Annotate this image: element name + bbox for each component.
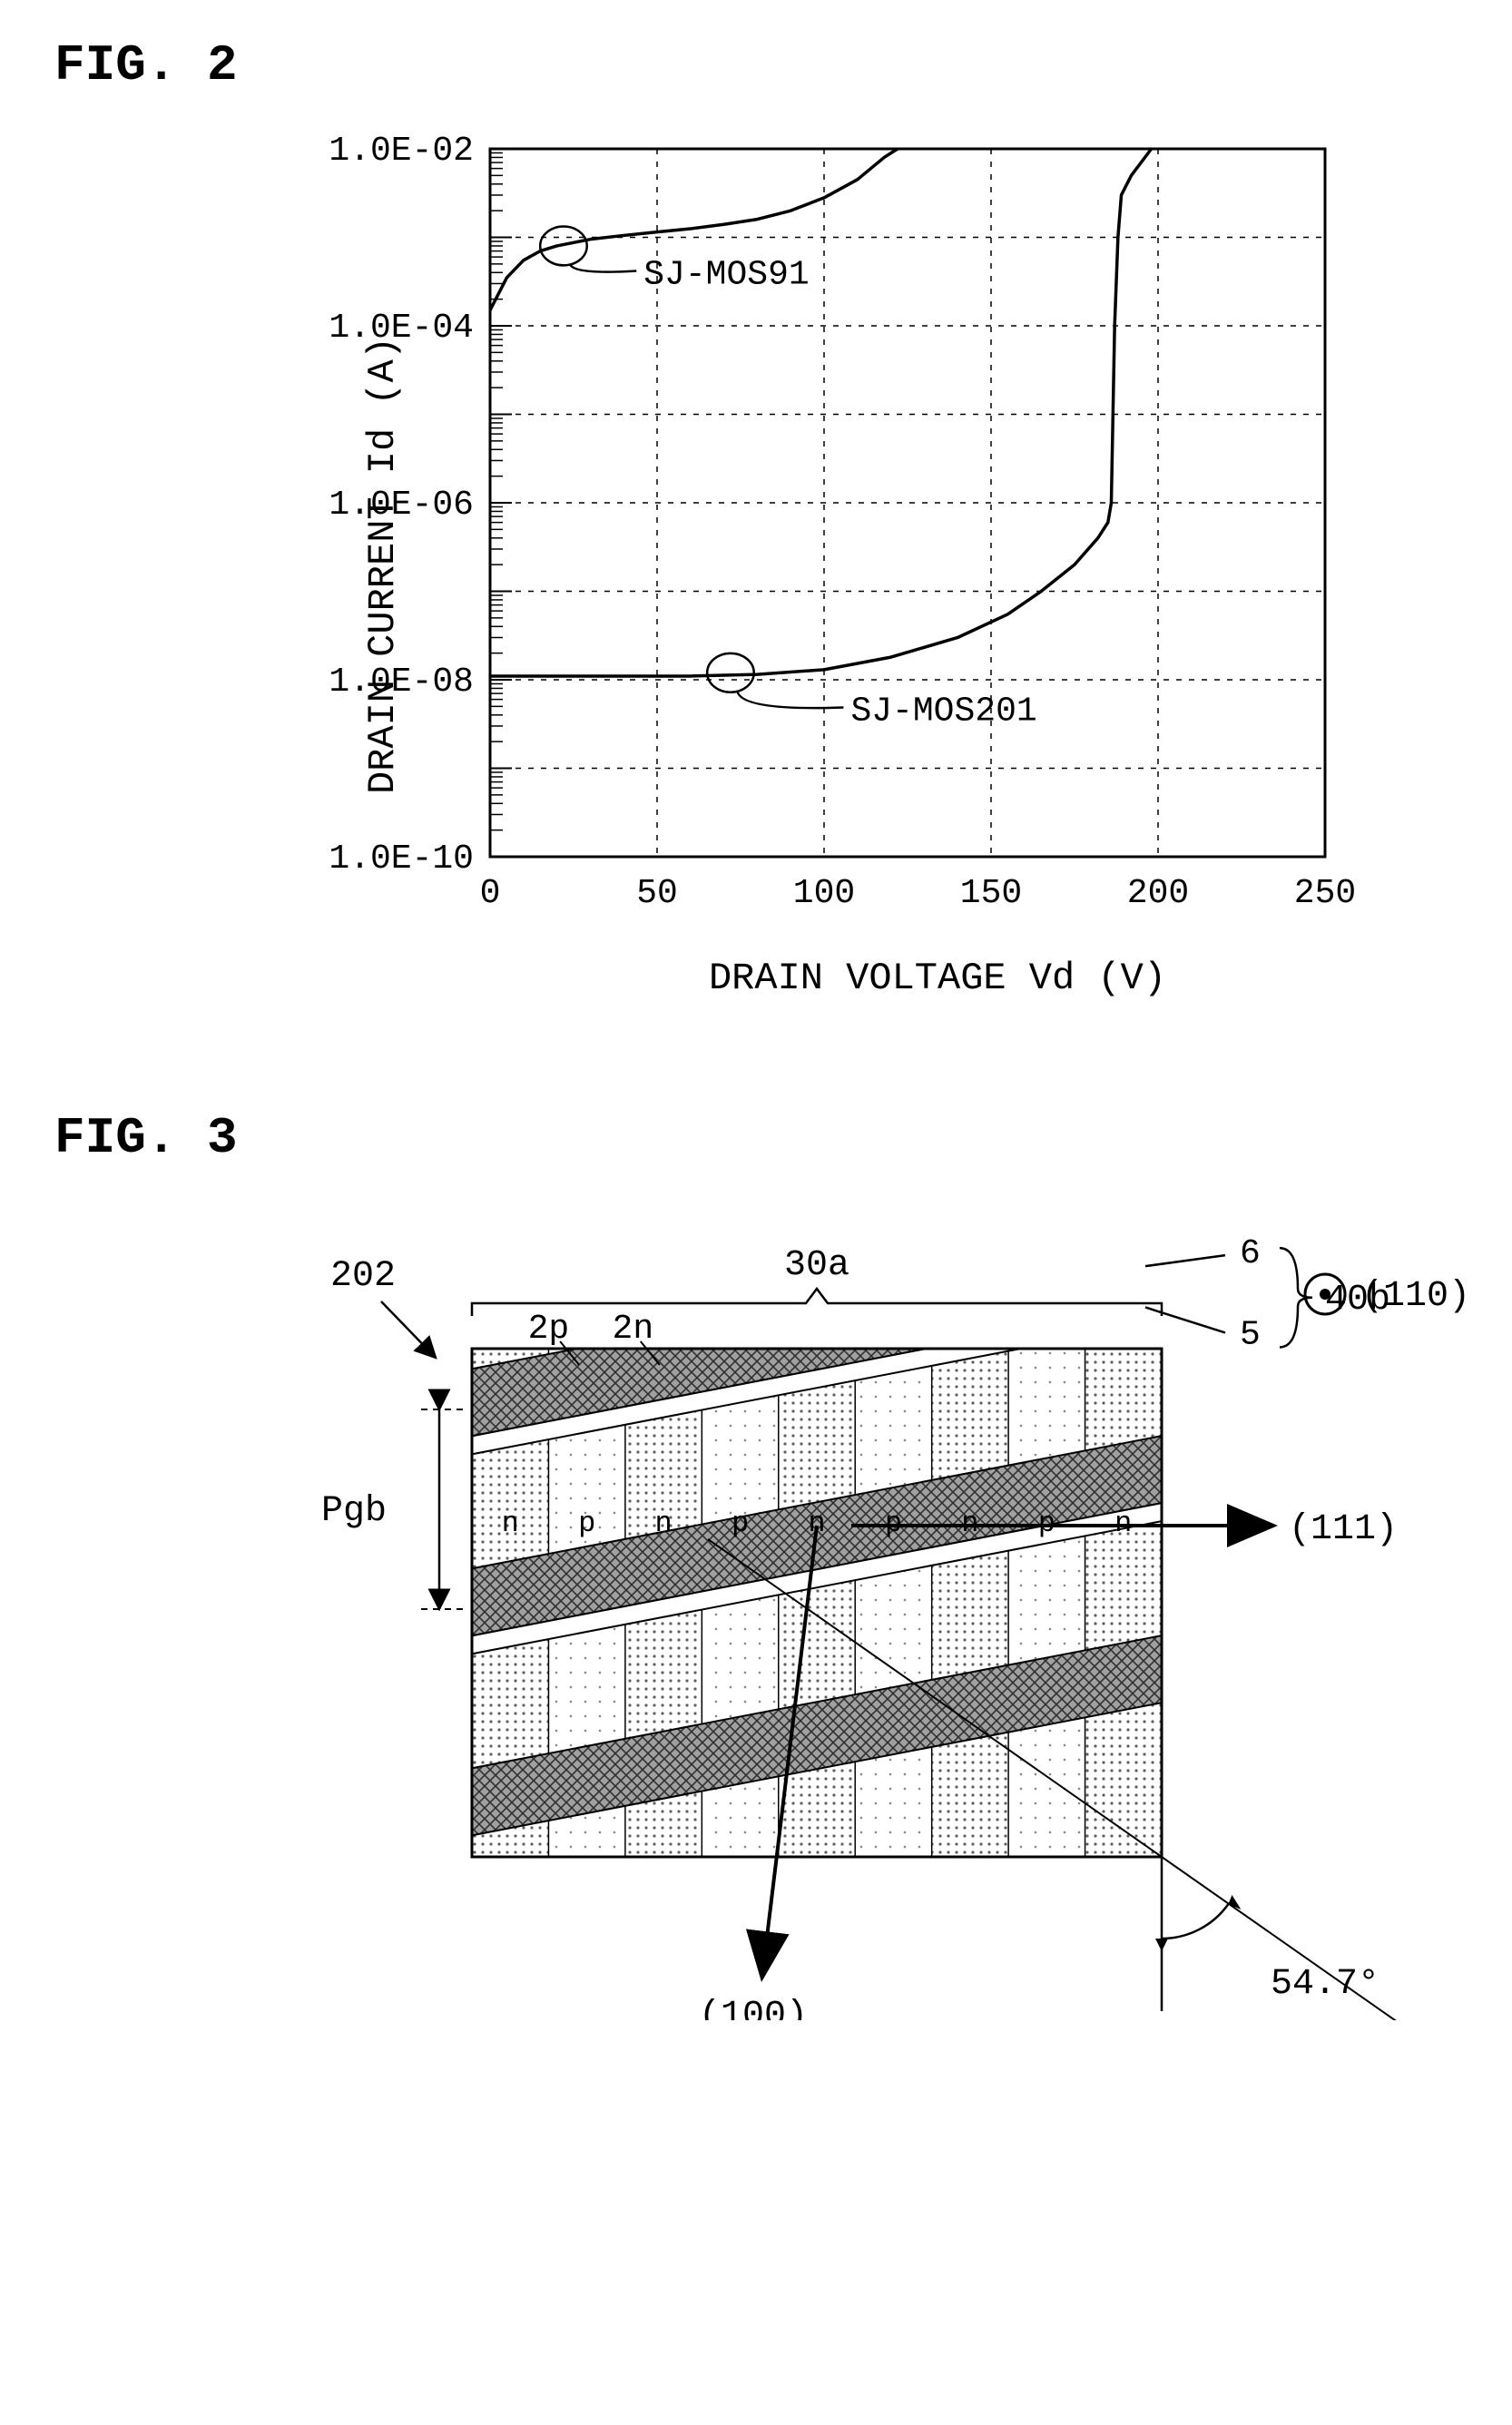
svg-text:SJ-MOS201: SJ-MOS201 — [850, 692, 1036, 731]
svg-text:150: 150 — [960, 874, 1022, 913]
fig3-label: FIG. 3 — [54, 1109, 1476, 1167]
fig3-diagram: npnpnpnpn30a2p2n202Pgb6540b(110)(111)(10… — [218, 1203, 1476, 2025]
svg-text:1.0E-02: 1.0E-02 — [329, 132, 474, 171]
svg-text:50: 50 — [636, 874, 678, 913]
svg-text:p: p — [885, 1507, 902, 1540]
svg-text:n: n — [655, 1507, 673, 1540]
svg-text:100: 100 — [793, 874, 855, 913]
svg-text:p: p — [1038, 1507, 1055, 1540]
svg-text:n: n — [502, 1507, 519, 1540]
svg-text:1.0E-10: 1.0E-10 — [329, 839, 474, 879]
svg-text:54.7°: 54.7° — [1271, 1964, 1379, 2005]
svg-text:2n: 2n — [613, 1310, 654, 1349]
svg-text:250: 250 — [1294, 874, 1356, 913]
svg-text:0: 0 — [480, 874, 501, 913]
svg-text:SJ-MOS91: SJ-MOS91 — [643, 255, 809, 294]
svg-text:(110): (110) — [1361, 1276, 1470, 1317]
svg-text:(100): (100) — [699, 1996, 808, 2020]
fig2-label: FIG. 2 — [54, 36, 1476, 94]
svg-text:(111): (111) — [1289, 1509, 1398, 1550]
x-axis-label: DRAIN VOLTAGE Vd (V) — [399, 957, 1476, 1000]
svg-text:Pgb: Pgb — [321, 1491, 387, 1532]
svg-text:200: 200 — [1127, 874, 1189, 913]
svg-text:n: n — [961, 1507, 978, 1540]
svg-text:2p: 2p — [528, 1310, 570, 1349]
svg-text:30a: 30a — [784, 1245, 849, 1286]
svg-text:202: 202 — [330, 1256, 396, 1297]
diagram-svg: npnpnpnpn30a2p2n202Pgb6540b(110)(111)(10… — [218, 1203, 1488, 2020]
svg-text:p: p — [578, 1507, 595, 1540]
svg-text:p: p — [731, 1507, 749, 1540]
svg-text:6: 6 — [1240, 1234, 1261, 1273]
y-axis-label: DRAIN CURRENT Id (A) — [361, 337, 405, 794]
fig2-chart: DRAIN CURRENT Id (A) 0 50 100 150 200 250 1.0E… — [290, 131, 1476, 1000]
svg-text:n: n — [1114, 1507, 1132, 1540]
chart-svg: 0501001502002501.0E-101.0E-081.0E-061.0E… — [290, 131, 1379, 929]
svg-text:5: 5 — [1240, 1315, 1261, 1354]
